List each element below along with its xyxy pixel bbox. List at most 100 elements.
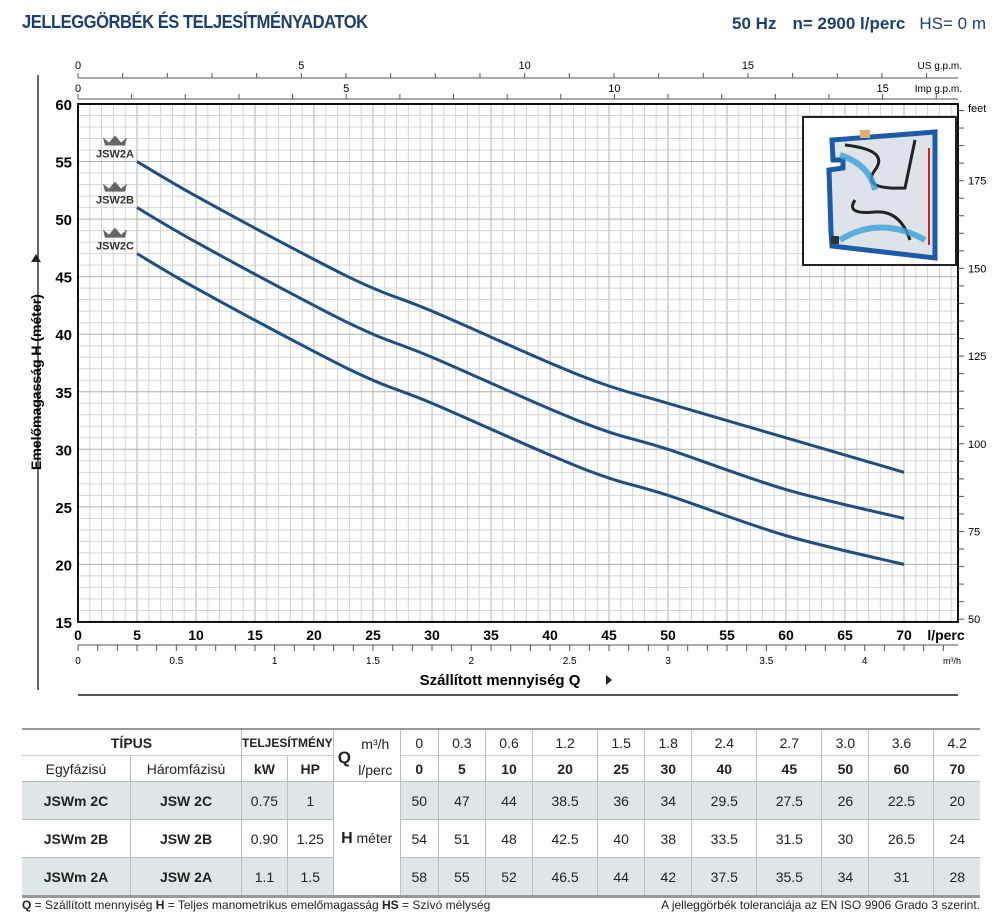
y-tick-label: 50 bbox=[55, 212, 72, 229]
head-value: 33.5 bbox=[691, 819, 758, 858]
series-label: JSW2C bbox=[96, 241, 134, 253]
x-axis-title: Szállított mennyiség Q bbox=[420, 672, 581, 689]
feet-tick-label: 50 bbox=[968, 614, 980, 626]
head-value: 48 bbox=[485, 819, 534, 858]
kw-value: 1.1 bbox=[241, 857, 288, 897]
lperc-value: 40 bbox=[691, 755, 758, 782]
m3h-value: 3.0 bbox=[821, 729, 870, 756]
power-header: TELJESÍTMÉNY bbox=[241, 729, 334, 756]
three-phase-model: JSW 2B bbox=[130, 819, 242, 858]
speed: n= 2900 l/perc bbox=[792, 14, 906, 33]
x-tick-label: 70 bbox=[896, 627, 912, 643]
head-value: 44 bbox=[597, 857, 646, 897]
table-row: JSWm 2A JSW 2A 1.1 1.5 58 55 52 46.5 44 42 37.5 35.… bbox=[22, 857, 980, 897]
y-tick-label: 15 bbox=[55, 615, 72, 632]
x-tick-label: 0 bbox=[74, 627, 82, 643]
h-unit: H méter bbox=[333, 781, 401, 897]
m3h-tick-label: 1.5 bbox=[366, 656, 380, 667]
lperc-value: 50 bbox=[821, 755, 870, 782]
x-unit-label: l/perc bbox=[927, 627, 965, 643]
feet-tick-label: 100 bbox=[968, 439, 986, 451]
table-row: JSWm 2B JSW 2B 0.90 1.25 54 51 48 42.5 40 38 33.5 3… bbox=[22, 819, 980, 858]
head-value: 42 bbox=[644, 857, 693, 897]
hp-header: HP bbox=[287, 755, 334, 782]
head-value: 26.5 bbox=[868, 819, 935, 858]
table-row: JSWm 2C JSW 2C 0.75 1 H méter 50 47 44 38.5 36 34 2… bbox=[22, 781, 980, 897]
m3h-tick-label: 4 bbox=[862, 656, 868, 667]
curve-jsw2a bbox=[136, 160, 905, 474]
y-tick-label: 40 bbox=[55, 327, 72, 344]
plot-frame bbox=[77, 103, 959, 623]
imp_gpm-tick-label: 5 bbox=[343, 83, 349, 95]
y-tick-label: 55 bbox=[55, 155, 72, 172]
x-tick-label: 15 bbox=[247, 627, 263, 643]
frequency: 50 Hz bbox=[732, 14, 777, 33]
m3h-tick-label: 2.5 bbox=[563, 656, 577, 667]
m3h-tick-label: 0 bbox=[75, 656, 81, 667]
x-tick-label: 20 bbox=[306, 627, 322, 643]
m3h-tick-label: 3.5 bbox=[759, 656, 773, 667]
us_gpm-tick-label: 15 bbox=[742, 60, 754, 72]
head-value: 58 bbox=[400, 857, 439, 897]
y-tick-label: 35 bbox=[55, 385, 72, 402]
m3h-value: 0.3 bbox=[438, 729, 486, 756]
legend-note: Q = Szállított mennyiség H = Teljes mano… bbox=[22, 898, 491, 912]
x-tick-label: 65 bbox=[837, 627, 853, 643]
feet-unit-label: feet bbox=[968, 103, 986, 115]
kw-value: 0.75 bbox=[241, 781, 288, 820]
us_gpm-tick-label: 10 bbox=[519, 60, 531, 72]
y-tick-label: 45 bbox=[55, 270, 72, 287]
curve-jsw2c bbox=[136, 252, 905, 566]
lperc-value: 60 bbox=[868, 755, 935, 782]
lperc-value: 20 bbox=[532, 755, 599, 782]
head-value: 54 bbox=[400, 819, 439, 858]
single-phase-model: JSWm 2A bbox=[22, 857, 131, 897]
tolerance-note: A jelleggörbék toleranciája az EN ISO 99… bbox=[661, 898, 980, 912]
type-header: TÍPUS bbox=[22, 729, 242, 756]
lperc-value: 70 bbox=[949, 760, 966, 777]
head-value: 31.5 bbox=[756, 819, 823, 858]
crown-icon bbox=[103, 135, 127, 146]
lperc-value: 10 bbox=[485, 755, 534, 782]
m3h-value: 1.2 bbox=[532, 729, 599, 756]
imp_gpm-tick-label: 10 bbox=[608, 83, 620, 95]
m3h-value: 3.6 bbox=[868, 729, 935, 756]
head-value: 29.5 bbox=[691, 781, 758, 820]
head-value: 20 bbox=[933, 781, 980, 820]
m3h-tick-label: 2 bbox=[469, 656, 475, 667]
hp-value: 1 bbox=[287, 781, 334, 820]
head-value: 51 bbox=[438, 819, 486, 858]
us_gpm-tick-label: 0 bbox=[75, 60, 81, 72]
kw-header: kW bbox=[241, 755, 288, 782]
x-tick-label: 25 bbox=[365, 627, 381, 643]
us_gpm-tick-label: 5 bbox=[298, 60, 304, 72]
pump-cross-section-illustration bbox=[802, 116, 957, 266]
three-phase-header: Háromfázisú bbox=[130, 755, 242, 782]
lperc-value: 45 bbox=[756, 755, 823, 782]
arrow-up-icon bbox=[31, 254, 41, 262]
head-value: 22.5 bbox=[868, 781, 935, 820]
head-value: 34 bbox=[644, 781, 693, 820]
head-value: 37.5 bbox=[691, 857, 758, 897]
curve-jsw2b bbox=[136, 206, 905, 520]
head-value: 38 bbox=[644, 819, 693, 858]
feet-tick-label: 150 bbox=[968, 263, 986, 275]
head-value: 27.5 bbox=[756, 781, 823, 820]
single-phase-model: JSWm 2C bbox=[22, 781, 131, 820]
three-phase-model: JSW 2C bbox=[130, 781, 242, 820]
m3h-tick-label: 1 bbox=[272, 656, 278, 667]
head-value: 38.5 bbox=[532, 781, 599, 820]
head-value: 40 bbox=[597, 819, 646, 858]
m3h-value: 2.4 bbox=[691, 729, 758, 756]
x-tick-label: 45 bbox=[601, 627, 617, 643]
imp_gpm-tick-label: 0 bbox=[75, 83, 81, 95]
head-value: 55 bbox=[438, 857, 486, 897]
hp-value: 1.25 bbox=[287, 819, 334, 858]
y-tick-label: 25 bbox=[55, 500, 72, 517]
head-value: 28 bbox=[933, 857, 980, 897]
m3h-tick-label: 3 bbox=[665, 656, 671, 667]
m3h-tick-label: 0.5 bbox=[169, 656, 183, 667]
